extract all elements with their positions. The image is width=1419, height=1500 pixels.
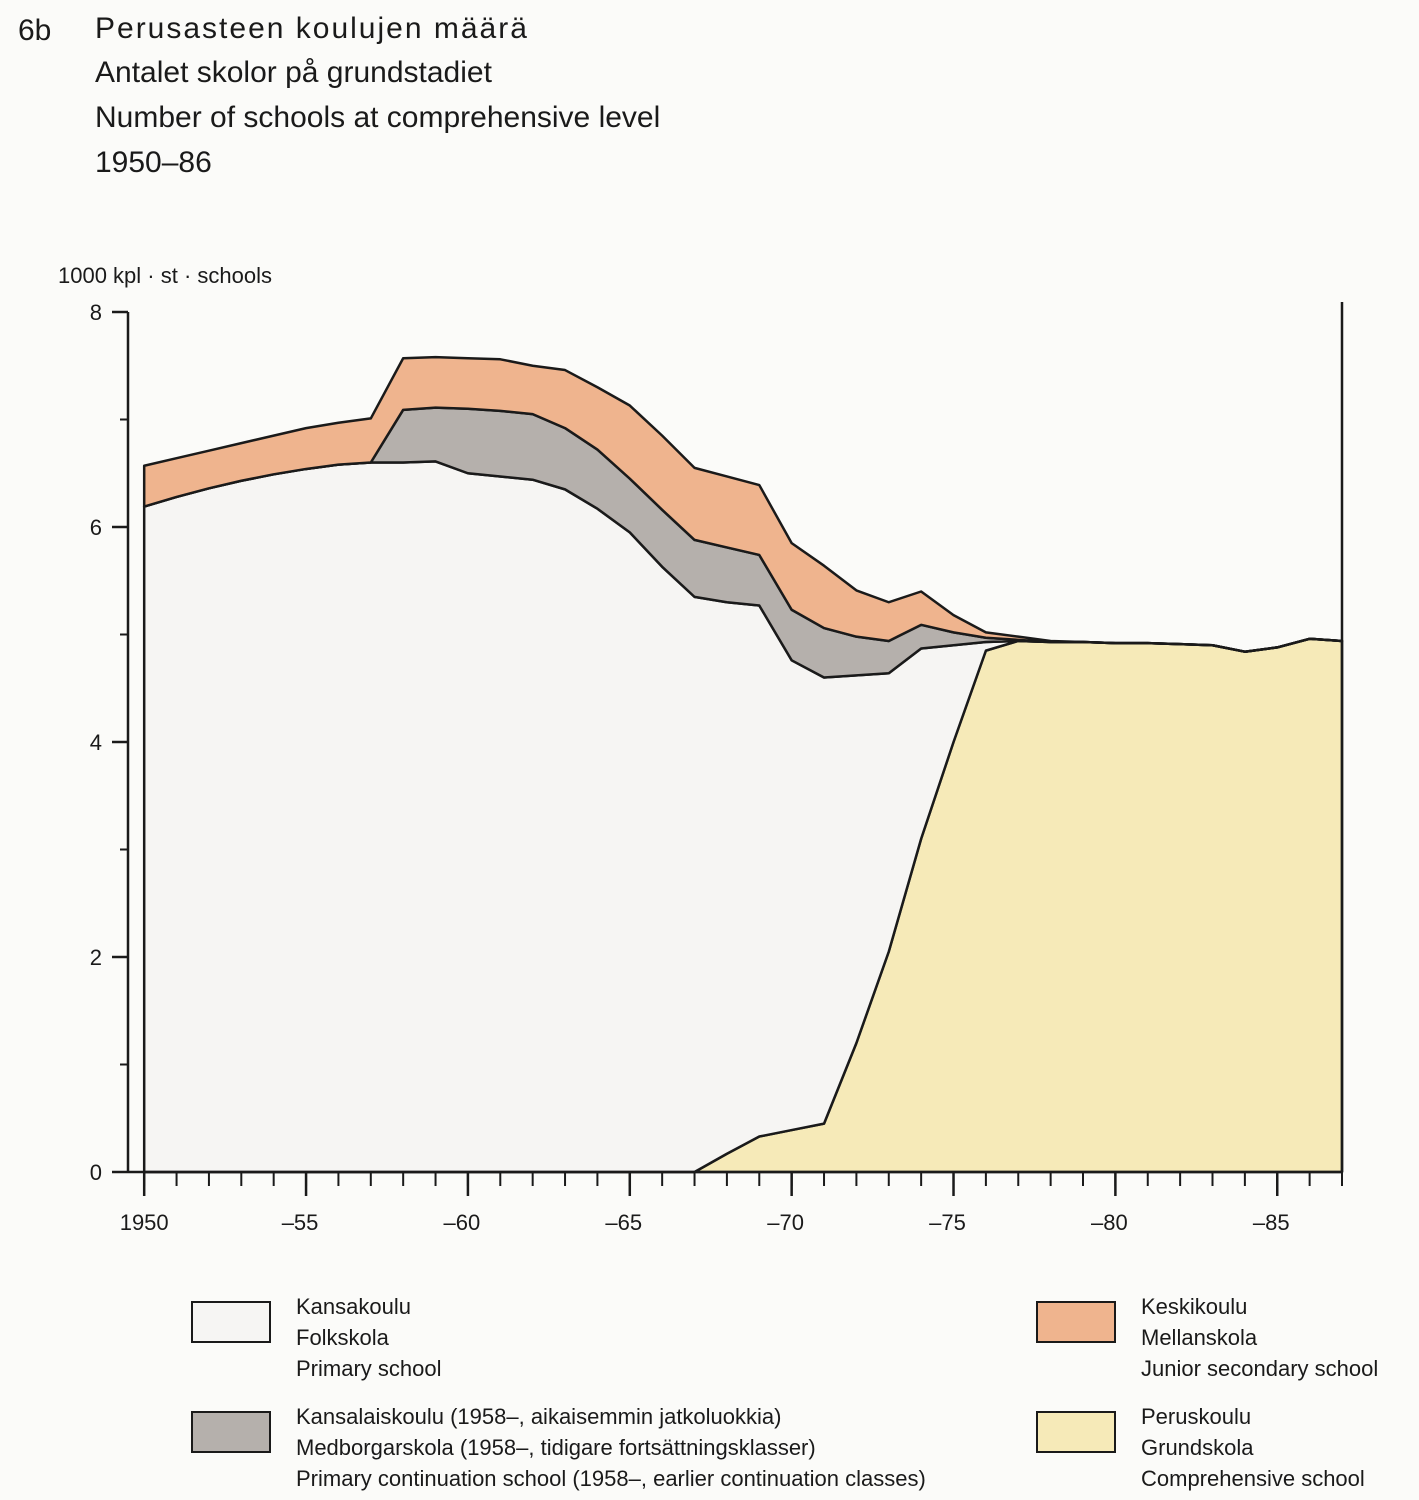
y-tick-label: 8: [90, 300, 102, 325]
figure-label: 6b: [18, 14, 51, 47]
y-axis-label: 1000 kpl · st · schools: [58, 263, 272, 288]
legend-label: Comprehensive school: [1141, 1466, 1365, 1491]
x-tick-label: –65: [605, 1210, 642, 1235]
x-tick-label: –85: [1253, 1210, 1290, 1235]
x-tick-label: –75: [929, 1210, 966, 1235]
legend-label: Kansalaiskoulu (1958–, aikaisemmin jatko…: [296, 1404, 781, 1429]
legend-label: Medborgarskola (1958–, tidigare fortsätt…: [296, 1435, 816, 1460]
legend-label: Grundskola: [1141, 1435, 1254, 1460]
period: 1950–86: [95, 146, 212, 179]
legend-label: Kansakoulu: [296, 1294, 411, 1319]
x-tick-label: –70: [767, 1210, 804, 1235]
legend-label: Junior secondary school: [1141, 1356, 1378, 1381]
legend-label: Mellanskola: [1141, 1325, 1258, 1350]
x-tick-label: 1950: [120, 1210, 169, 1235]
y-tick-label: 6: [90, 515, 102, 540]
y-tick-label: 0: [90, 1160, 102, 1185]
subtitle: Antalet skolor på grundstadiet: [95, 56, 493, 89]
legend-label: Folkskola: [296, 1325, 390, 1350]
subtitle: Number of schools at comprehensive level: [95, 101, 660, 134]
legend-swatch: [1036, 1301, 1116, 1343]
area: [142, 355, 1344, 653]
legend-label: Keskikoulu: [1141, 1294, 1247, 1319]
legend-label: Peruskoulu: [1141, 1404, 1251, 1429]
x-tick-label: –55: [282, 1210, 319, 1235]
legend-swatch: [191, 1411, 271, 1453]
legend-label: Primary school: [296, 1356, 441, 1381]
x-tick-label: –80: [1091, 1210, 1128, 1235]
legend-swatch: [1036, 1411, 1116, 1453]
chart-title: Perusasteen koulujen määrä: [95, 12, 529, 45]
y-tick-label: 2: [90, 945, 102, 970]
legend-swatch: [191, 1301, 271, 1343]
legend-label: Primary continuation school (1958–, earl…: [296, 1466, 926, 1491]
y-tick-label: 4: [90, 730, 102, 755]
x-tick-label: –60: [444, 1210, 481, 1235]
